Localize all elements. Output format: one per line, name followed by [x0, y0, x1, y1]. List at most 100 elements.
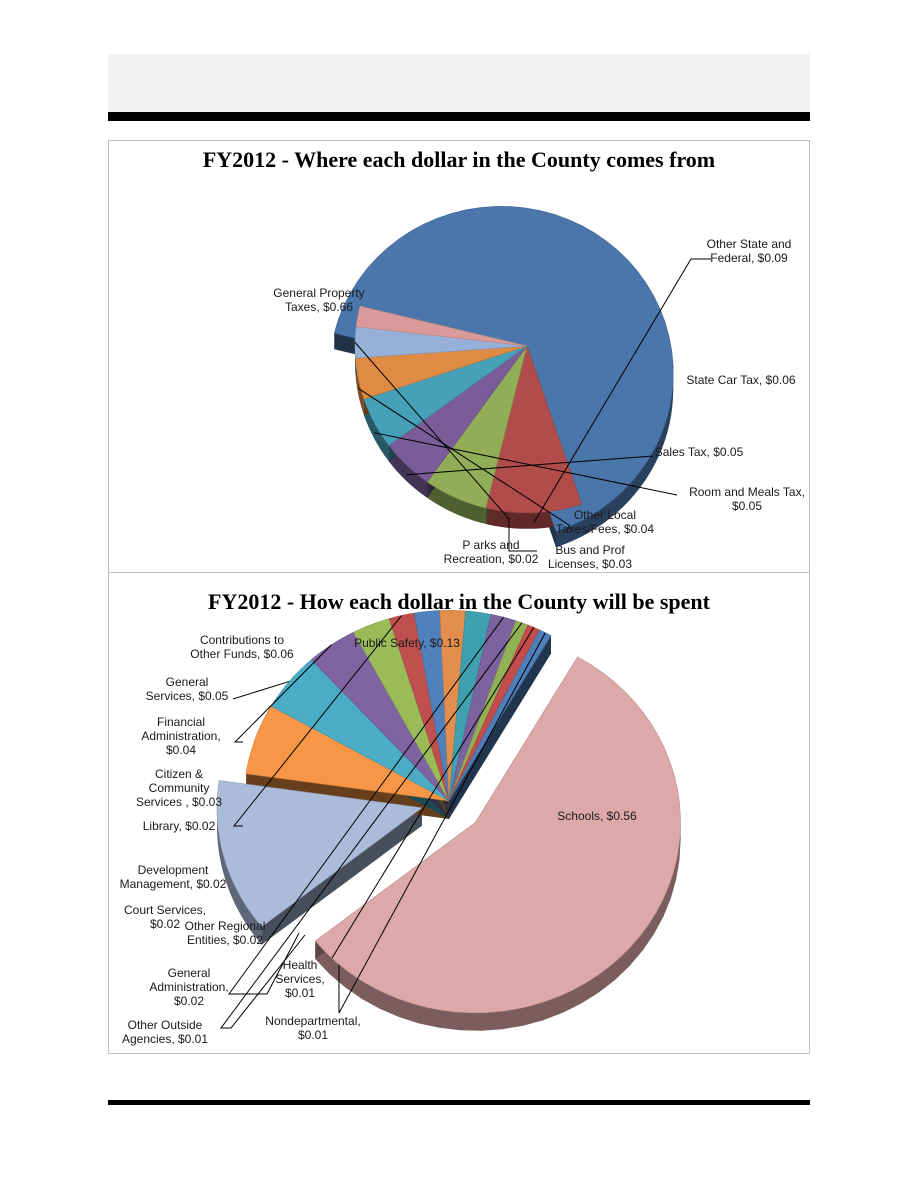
slice-label-other-regional-entities-0-02: Other Regional Entities, $0.02	[185, 919, 266, 947]
slice-label-line: Recreation, $0.02	[444, 552, 539, 566]
slice-label-line: Public Safety, $0.13	[354, 636, 460, 650]
pie-slice-court-services-0-02	[439, 610, 466, 802]
slice-label-public-safety-0-13: Public Safety, $0.13	[354, 636, 460, 650]
pie-slice-bus-and-prof-licenses-0-03	[354, 326, 528, 359]
slice-label-line: Nondepartmental,	[265, 1014, 360, 1028]
slice-label-line: Contributions to	[200, 633, 284, 647]
slice-label-general-property-taxes-0-66: General Property Taxes, $0.66	[273, 286, 364, 314]
pie-slice-other-outside-agencies-0-01	[448, 620, 529, 802]
header-rule	[108, 112, 810, 121]
slice-label-p-arks-and-recreation-0-02: P arks and Recreation, $0.02	[444, 538, 539, 566]
chart-title: FY2012 - Where each dollar in the County…	[203, 147, 715, 172]
slice-label-line: State Car Tax, $0.06	[686, 373, 796, 387]
leader-line-financial-administration-0-04	[233, 644, 332, 743]
slice-label-line: Agencies, $0.01	[122, 1032, 208, 1046]
leader-lines	[220, 615, 546, 1029]
slice-label-line: $0.04	[166, 743, 196, 757]
slice-label-line: Court Services,	[124, 903, 206, 917]
pie-slice-sales-tax-0-05	[388, 345, 528, 483]
pie-slice-schools-0-56	[314, 656, 681, 1014]
leader-line-bus-and-prof-licenses-0-03	[354, 342, 537, 552]
slice-label-financial-administration-0-04: Financial Administration, $0.04	[141, 715, 220, 757]
slice-label-line: General Property	[273, 286, 364, 300]
slice-label-other-local-taxes-fees-0-04: Other Local Taxes/Fees, $0.04	[556, 508, 654, 536]
slice-label-line: Community	[149, 781, 210, 795]
leader-line-library-0-02	[232, 615, 403, 827]
slice-label-room-and-meals-tax-0-05: Room and Meals Tax, $0.05	[689, 485, 805, 513]
pie-slice-state-car-tax-0-06	[426, 345, 528, 509]
slice-label-line: Room and Meals Tax,	[689, 485, 805, 499]
leader-line-general-administration-0-02	[228, 616, 504, 995]
slice-label-line: Library, $0.02	[143, 819, 216, 833]
slice-label-line: Financial	[157, 715, 205, 729]
slice-side-general-property-taxes-0-66	[556, 373, 674, 548]
slice-label-citizen-community-services-0-03: Citizen & Community Services , $0.03	[136, 767, 222, 809]
pie-slice-contributions-to-other-funds-0-06	[245, 705, 450, 802]
slice-face-nondepartmental-0-01	[449, 635, 552, 819]
slice-label-line: P arks and	[462, 538, 519, 552]
chart-title: FY2012 - How each dollar in the County w…	[208, 589, 711, 614]
revenue-chart-frame: FY2012 - Where each dollar in the County…	[108, 140, 810, 574]
slice-label-bus-and-prof-licenses-0-03: Bus and Prof Licenses, $0.03	[548, 543, 632, 571]
slice-label-line: Other State and	[707, 237, 792, 251]
slice-side-sales-tax-0-05	[388, 445, 428, 498]
pie-slice-health-services-0-01	[448, 624, 541, 802]
slice-label-line: Management, $0.02	[120, 877, 227, 891]
slice-label-other-state-and-federal-0-09: Other State and Federal, $0.09	[707, 237, 792, 265]
slice-label-court-services-0-02: Court Services, $0.02	[124, 903, 206, 931]
expense-pie-chart: FY2012 - How each dollar in the County w…	[120, 589, 711, 1046]
page-header-band	[108, 54, 810, 112]
slice-label-line: $0.02	[174, 994, 204, 1008]
slice-label-line: Entities, $0.02	[187, 933, 263, 947]
pie-slice-p-arks-and-recreation-0-02	[355, 305, 528, 347]
leader-line-room-and-meals-tax-0-05	[374, 432, 678, 496]
slice-label-line: $0.05	[732, 499, 762, 513]
slice-label-line: General	[166, 675, 209, 689]
slice-label-line: Citizen &	[155, 767, 203, 781]
slice-label-line: $0.01	[298, 1028, 328, 1042]
leader-lines	[354, 258, 711, 552]
slice-label-line: Licenses, $0.03	[548, 557, 632, 571]
slice-label-sales-tax-0-05: Sales Tax, $0.05	[655, 445, 744, 459]
slice-label-line: Administration,	[149, 980, 228, 994]
pie-slice-other-state-and-federal-0-09	[485, 344, 583, 514]
slice-label-line: $0.01	[285, 986, 315, 1000]
slice-side-other-local-taxes-fees-0-04	[355, 358, 364, 416]
slice-label-other-outside-agencies-0-01: Other Outside Agencies, $0.01	[122, 1018, 208, 1046]
slice-label-nondepartmental-0-01: Nondepartmental, $0.01	[265, 1014, 360, 1042]
leader-line-nondepartmental-0-01	[338, 632, 546, 1014]
slice-label-line: Other Local	[574, 508, 636, 522]
slice-label-general-administration-0-02: General Administration, $0.02	[149, 966, 228, 1008]
pie-tops	[333, 206, 674, 532]
slice-label-schools-0-56: Schools, $0.56	[557, 809, 637, 823]
slice-label-line: Taxes, $0.66	[285, 300, 353, 314]
slice-label-line: Services , $0.03	[136, 795, 222, 809]
slice-label-line: Other Funds, $0.06	[190, 647, 294, 661]
revenue-pie-chart: FY2012 - Where each dollar in the County…	[203, 147, 805, 571]
leader-line-health-services-0-01	[331, 627, 535, 959]
pie-slice-room-and-meals-tax-0-05	[363, 345, 528, 446]
pie-slice-other-local-taxes-fees-0-04	[355, 345, 528, 400]
pie-slice-development-management-0-02	[413, 610, 450, 802]
slice-side-state-car-tax-0-06	[427, 481, 486, 524]
slice-label-contributions-to-other-funds-0-06: Contributions to Other Funds, $0.06	[190, 633, 294, 661]
slice-label-line: Health	[283, 958, 318, 972]
slice-label-line: Taxes/Fees, $0.04	[556, 522, 654, 536]
pie-slice-citizen-community-services-0-03	[353, 618, 450, 802]
expense-chart-frame: FY2012 - How each dollar in the County w…	[108, 572, 810, 1054]
slice-label-line: Services,	[275, 972, 324, 986]
slice-side-public-safety-0-13	[217, 807, 262, 945]
slice-label-line: Bus and Prof	[555, 543, 625, 557]
slice-label-health-services-0-01: Health Services, $0.01	[275, 958, 324, 1000]
slice-label-line: Development	[138, 863, 209, 877]
slice-face-public-safety-0-13	[261, 807, 422, 945]
slice-label-line: Federal, $0.09	[710, 251, 788, 265]
slice-label-line: Services, $0.05	[146, 689, 229, 703]
slice-label-line: Schools, $0.56	[557, 809, 637, 823]
slice-label-line: $0.02	[150, 917, 180, 931]
slice-labels: General Property Taxes, $0.66 Other State …	[273, 237, 805, 571]
leader-line-other-local-taxes-fees-0-04	[358, 388, 570, 529]
leader-line-other-state-and-federal-0-09	[533, 258, 711, 523]
pie-slice-general-administration-0-02	[448, 614, 517, 802]
slice-label-line: Other Outside	[128, 1018, 203, 1032]
